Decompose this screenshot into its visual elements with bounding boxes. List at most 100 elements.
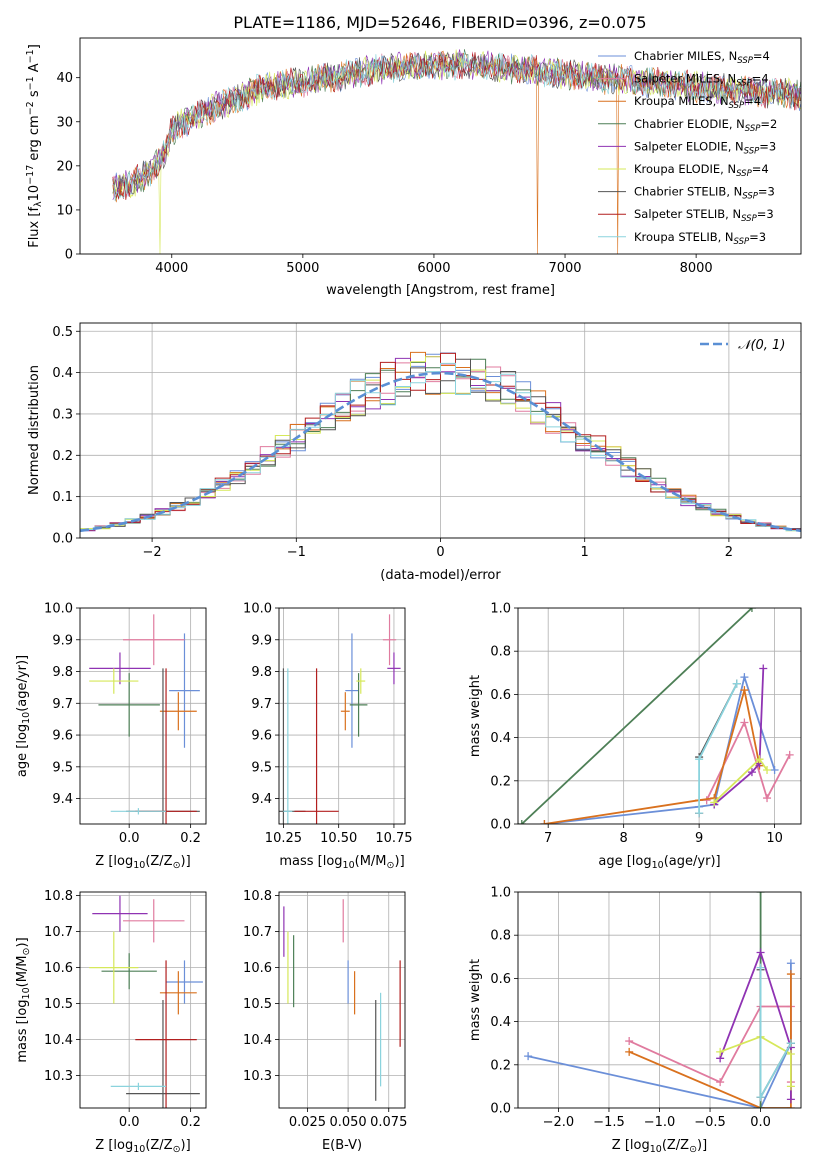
x-tick-label: −2.0 — [543, 1115, 575, 1130]
x-tick-label: −1.0 — [644, 1115, 676, 1130]
errorbar-chabrier-elodie — [349, 673, 368, 737]
axes-frame — [79, 322, 802, 539]
y-tick-label: 9.5 — [52, 760, 73, 775]
x-tick-label: 0.050 — [329, 1115, 366, 1130]
plot-area — [112, 49, 801, 254]
weight-series-kroupa-elodie — [710, 755, 772, 807]
y-axis-label: mass [log10(M/M⊙)] — [15, 937, 32, 1062]
errorbar-salpeter-elodie — [92, 895, 148, 932]
spectrum-line-kroupa-stelib — [112, 51, 801, 202]
weight-point — [732, 679, 741, 688]
y-tick-label: 10.8 — [243, 889, 272, 904]
x-tick-label: −1 — [287, 545, 306, 560]
y-tick-label: 10.5 — [243, 997, 272, 1012]
x-tick-label: 0.0 — [119, 1115, 140, 1130]
x-tick-label: 5000 — [286, 261, 319, 276]
y-tick-label: 0.3 — [52, 407, 73, 422]
x-axis-label: age [log10(age/yr)] — [598, 854, 720, 871]
errorbar-chabrier-elodie — [101, 953, 157, 990]
weight-point — [716, 1047, 725, 1056]
x-axis-label: Z [log10(Z/Z⊙)] — [95, 1138, 190, 1155]
y-tick-label: 0.2 — [52, 449, 73, 464]
weight-point — [695, 809, 704, 818]
axes-frame — [79, 37, 802, 255]
x-axis-label: mass [log10(M/M⊙)] — [279, 854, 404, 871]
errorbar-salpeter-miles — [123, 899, 185, 943]
errorbar-kroupa-elodie — [89, 668, 139, 694]
axes-frame — [278, 891, 406, 1109]
y-tick-label: 10.0 — [243, 602, 272, 617]
errorbar-salpeter-stelib — [294, 668, 339, 824]
errorbar-kroupa-stelib — [110, 1082, 167, 1090]
y-tick-label: 10.3 — [243, 1069, 272, 1084]
x-tick-label: 9 — [695, 831, 703, 846]
panel-weight-vs-age: 7 8 9 10 0.0 0.2 0.4 0.6 0.8 1.0 age [log10(age/yr… — [468, 602, 802, 871]
weight-line — [705, 720, 791, 801]
errorbar-kroupa-stelib — [283, 668, 293, 824]
weight-point — [747, 608, 756, 612]
weight-line — [713, 668, 765, 806]
y-tick-label: 9.7 — [251, 697, 272, 712]
y-tick-label: 9.9 — [52, 633, 73, 648]
x-tick-label: 0.0 — [119, 831, 140, 846]
x-axis-label: (data-model)/error — [380, 568, 501, 583]
errorbar-chabrier-miles — [345, 633, 359, 748]
spectrum-line-kroupa-elodie — [112, 49, 801, 254]
weight-point — [786, 1050, 795, 1058]
weight-point — [695, 755, 704, 764]
plot-area — [279, 608, 405, 824]
panel-mass-vs-Z: 0.0 0.2 10.3 10.4 10.5 10.6 10.7 10.8 Z [log10(Z… — [15, 889, 207, 1155]
weight-point — [756, 963, 765, 972]
y-tick-label: 30 — [56, 115, 73, 130]
y-axis-label: Flux [fλ10−17 erg cm−2 s−1 A−1] — [25, 44, 44, 248]
axes-frame — [517, 891, 802, 1109]
x-tick-label: 2 — [725, 545, 733, 560]
plot-area — [279, 892, 405, 1108]
errorbar-kroupa-miles — [159, 692, 197, 731]
x-tick-label: 6000 — [417, 261, 450, 276]
x-axis-label: wavelength [Angstrom, rest frame] — [326, 283, 555, 298]
x-tick-label: 8 — [620, 831, 628, 846]
y-tick-label: 0.0 — [490, 818, 511, 833]
y-tick-label: 0.5 — [52, 325, 73, 340]
y-tick-label: 10.5 — [44, 997, 73, 1012]
weight-series-salpeter-elodie — [716, 948, 795, 1104]
weight-point — [524, 1052, 533, 1061]
y-tick-label: 9.6 — [52, 729, 73, 744]
y-tick-label: 10.0 — [44, 602, 73, 617]
errorbar-salpeter-elodie — [89, 652, 151, 685]
errorbar-chabrier-elodie — [98, 673, 160, 737]
legend-label-salpeter-elodie: Salpeter ELODIE, NSSP=3 — [634, 139, 776, 156]
spectrum-line-chabrier-stelib — [112, 51, 801, 195]
errorbar-kroupa-stelib — [110, 808, 167, 815]
x-axis-label: Z [log10(Z/Z⊙)] — [95, 854, 190, 871]
x-tick-label: 0.2 — [180, 831, 201, 846]
errorbar-salpeter-miles — [382, 614, 397, 666]
y-tick-label: 0.0 — [52, 532, 73, 547]
weight-point — [625, 1037, 634, 1046]
weight-point — [759, 664, 768, 673]
x-tick-label: 0.2 — [180, 1115, 201, 1130]
y-tick-label: 0.6 — [490, 688, 511, 703]
y-tick-label: 9.4 — [251, 792, 272, 807]
errorbar-salpeter-miles — [123, 614, 185, 666]
legend-label-kroupa-miles: Kroupa MILES, NSSP=4 — [634, 94, 761, 111]
y-tick-label: 10.6 — [44, 961, 73, 976]
axes-frame — [79, 607, 207, 825]
y-tick-label: 9.8 — [52, 665, 73, 680]
y-tick-label: 0.8 — [490, 645, 511, 660]
y-tick-label: 10.3 — [44, 1069, 73, 1084]
legend-label-salpeter-stelib: Salpeter STELIB, NSSP=3 — [634, 207, 774, 224]
y-tick-label: 9.6 — [251, 729, 272, 744]
hist-kroupa-stelib — [80, 362, 801, 532]
y-axis-label: age [log10(age/yr)] — [15, 655, 32, 777]
errorbar-kroupa-elodie — [89, 931, 139, 1004]
figure-title: PLATE=1186, MJD=52646, FIBERID=0396, z=0… — [233, 13, 646, 32]
legend-label-salpeter-miles: Salpeter MILES, NSSP=4 — [634, 72, 769, 89]
y-axis-label: mass weight — [468, 959, 483, 1041]
x-tick-label: 0 — [436, 545, 444, 560]
y-tick-label: 10.4 — [243, 1033, 272, 1048]
legend-label-kroupa-elodie: Kroupa ELODIE, NSSP=4 — [634, 162, 769, 179]
y-tick-label: 0.6 — [490, 972, 511, 987]
panel-weight-vs-Z: −2.0 −1.5 −1.0 −0.5 0.0 0.0 0.2 0.4 0.6 0.8 1.0 Z [… — [468, 886, 802, 1155]
